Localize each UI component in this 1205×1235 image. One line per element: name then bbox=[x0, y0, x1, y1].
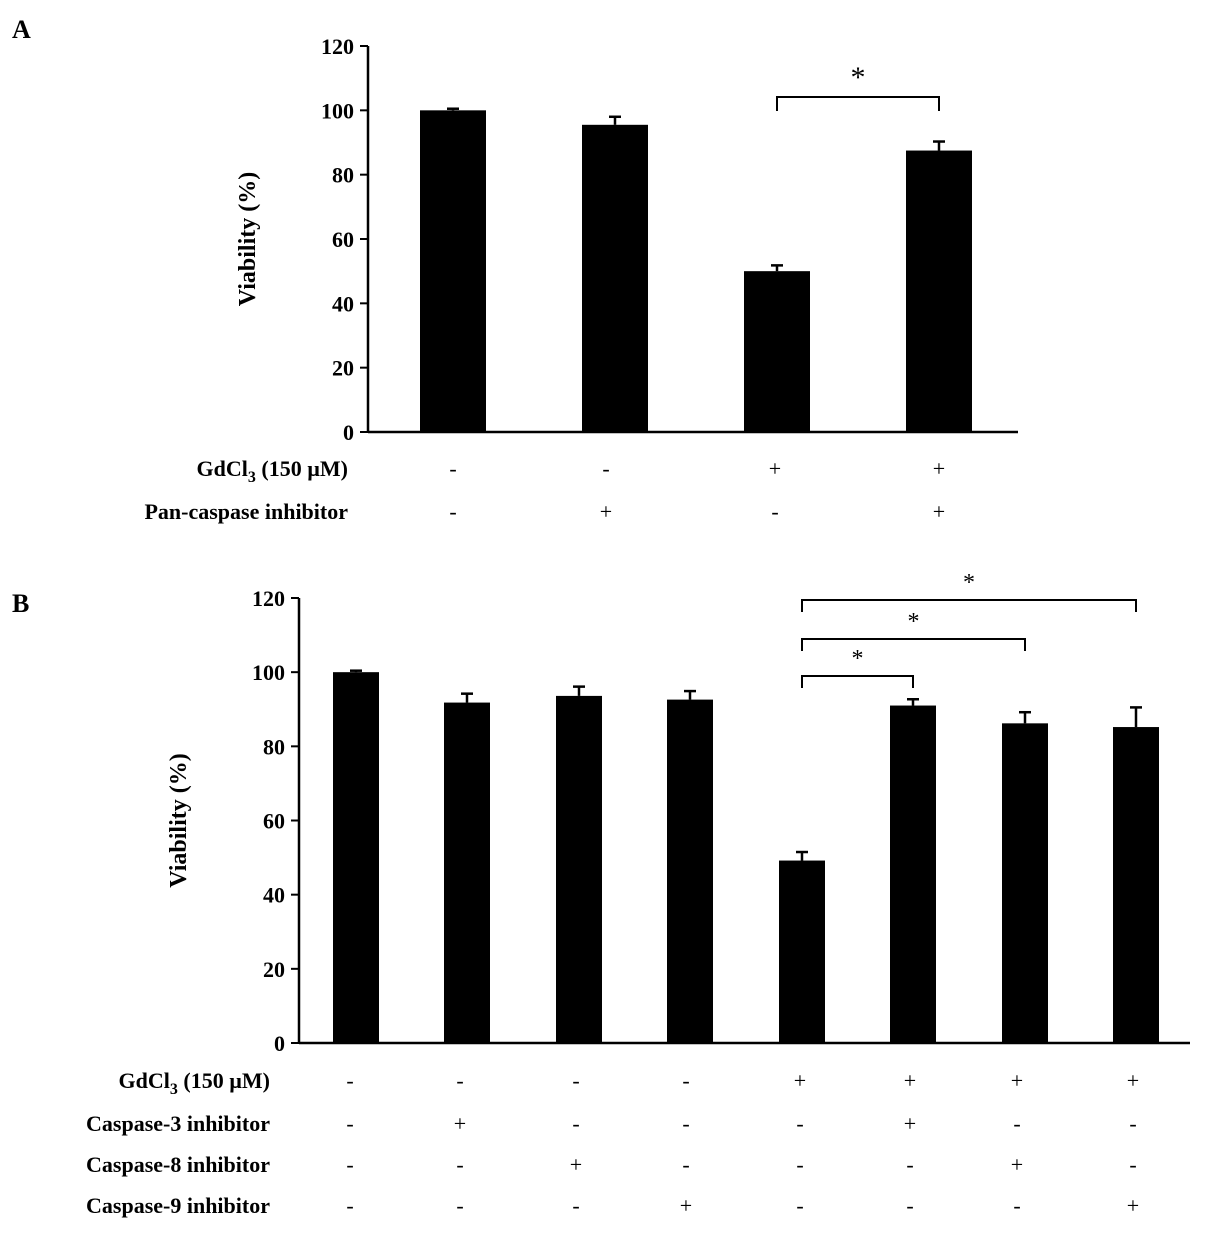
treatment-symbol: + bbox=[1011, 1152, 1023, 1177]
treatment-symbol: + bbox=[794, 1068, 806, 1093]
bar bbox=[779, 860, 825, 1043]
treatment-symbol: - bbox=[1129, 1111, 1136, 1136]
treatment-symbol: - bbox=[449, 499, 456, 524]
y-tick-label: 20 bbox=[332, 356, 354, 381]
treatment-symbol: - bbox=[456, 1152, 463, 1177]
y-tick-label: 40 bbox=[263, 883, 285, 908]
treatment-symbol: + bbox=[1127, 1068, 1139, 1093]
bar bbox=[420, 110, 486, 432]
significance-star: * bbox=[963, 570, 975, 596]
treatment-symbol: + bbox=[570, 1152, 582, 1177]
treatment-symbol: - bbox=[796, 1193, 803, 1218]
bar bbox=[444, 702, 490, 1043]
treatment-row-label: GdCl3 (150 µM) bbox=[119, 1068, 270, 1098]
y-tick-label: 100 bbox=[252, 660, 285, 685]
treatment-symbol: + bbox=[904, 1111, 916, 1136]
y-tick-label: 120 bbox=[252, 586, 285, 611]
treatment-symbol: - bbox=[572, 1193, 579, 1218]
treatment-symbol: - bbox=[346, 1068, 353, 1093]
treatment-symbol: - bbox=[572, 1068, 579, 1093]
treatment-symbol: - bbox=[456, 1068, 463, 1093]
treatment-symbol: - bbox=[346, 1152, 353, 1177]
treatment-symbol: - bbox=[771, 499, 778, 524]
treatment-symbol: - bbox=[682, 1111, 689, 1136]
treatment-symbol: - bbox=[449, 456, 456, 481]
treatment-symbol: - bbox=[1013, 1193, 1020, 1218]
treatment-symbol: - bbox=[602, 456, 609, 481]
treatment-row-label: Caspase-8 inhibitor bbox=[86, 1152, 270, 1177]
treatment-symbol: + bbox=[680, 1193, 692, 1218]
treatment-symbol: - bbox=[1013, 1111, 1020, 1136]
significance-star: * bbox=[851, 61, 866, 94]
y-tick-label: 120 bbox=[321, 34, 354, 59]
bar bbox=[890, 705, 936, 1043]
y-axis-label: Viability (%) bbox=[166, 753, 192, 887]
treatment-symbol: - bbox=[682, 1152, 689, 1177]
treatment-symbol: + bbox=[933, 456, 945, 481]
significance-bracket bbox=[801, 675, 914, 688]
treatment-symbol: + bbox=[454, 1111, 466, 1136]
treatment-symbol: - bbox=[906, 1193, 913, 1218]
bar bbox=[1002, 723, 1048, 1043]
significance-bracket bbox=[801, 638, 1026, 651]
bar bbox=[556, 695, 602, 1043]
significance-star: * bbox=[852, 646, 864, 672]
bar bbox=[906, 150, 972, 432]
panel-b: B 0 20 40 60 80 100 120 Viability (%) GdCl3 (150 … bbox=[12, 570, 1190, 1218]
bar bbox=[1113, 727, 1159, 1043]
treatment-symbol: - bbox=[456, 1193, 463, 1218]
y-tick-label: 0 bbox=[274, 1031, 285, 1056]
panel-letter: A bbox=[12, 15, 31, 44]
y-tick-label: 20 bbox=[263, 957, 285, 982]
treatment-row-label: Pan-caspase inhibitor bbox=[144, 499, 348, 524]
y-tick-label: 100 bbox=[321, 98, 354, 123]
treatment-symbol: - bbox=[1129, 1152, 1136, 1177]
treatment-symbol: - bbox=[572, 1111, 579, 1136]
treatment-row-label: Caspase-9 inhibitor bbox=[86, 1193, 270, 1218]
y-tick-label: 60 bbox=[263, 809, 285, 834]
treatment-symbol: + bbox=[933, 499, 945, 524]
treatment-symbol: + bbox=[600, 499, 612, 524]
panel-letter: B bbox=[12, 589, 29, 618]
treatment-symbol: + bbox=[769, 456, 781, 481]
treatment-symbol: - bbox=[796, 1152, 803, 1177]
y-axis-label: Viability (%) bbox=[235, 172, 261, 306]
panel-a: A 0 20 40 60 80 100 120 Viability (%) GdCl3 (150 … bbox=[12, 15, 1018, 524]
treatment-symbol: - bbox=[682, 1068, 689, 1093]
y-tick-label: 80 bbox=[263, 734, 285, 759]
bar bbox=[667, 699, 713, 1043]
treatment-symbol: + bbox=[1011, 1068, 1023, 1093]
bar bbox=[582, 124, 648, 432]
treatment-symbol: - bbox=[346, 1111, 353, 1136]
y-tick-label: 0 bbox=[343, 420, 354, 445]
y-tick-label: 60 bbox=[332, 227, 354, 252]
significance-star: * bbox=[908, 609, 920, 635]
treatment-symbol: + bbox=[904, 1068, 916, 1093]
y-tick-label: 80 bbox=[332, 163, 354, 188]
y-tick-label: 40 bbox=[332, 291, 354, 316]
treatment-symbol: + bbox=[1127, 1193, 1139, 1218]
treatment-row-label: GdCl3 (150 µM) bbox=[197, 456, 348, 486]
bar bbox=[744, 271, 810, 432]
significance-bracket bbox=[776, 96, 940, 111]
treatment-row-label: Caspase-3 inhibitor bbox=[86, 1111, 270, 1136]
bar bbox=[333, 672, 379, 1043]
treatment-symbol: - bbox=[906, 1152, 913, 1177]
treatment-symbol: - bbox=[796, 1111, 803, 1136]
significance-bracket bbox=[801, 599, 1137, 612]
treatment-symbol: - bbox=[346, 1193, 353, 1218]
